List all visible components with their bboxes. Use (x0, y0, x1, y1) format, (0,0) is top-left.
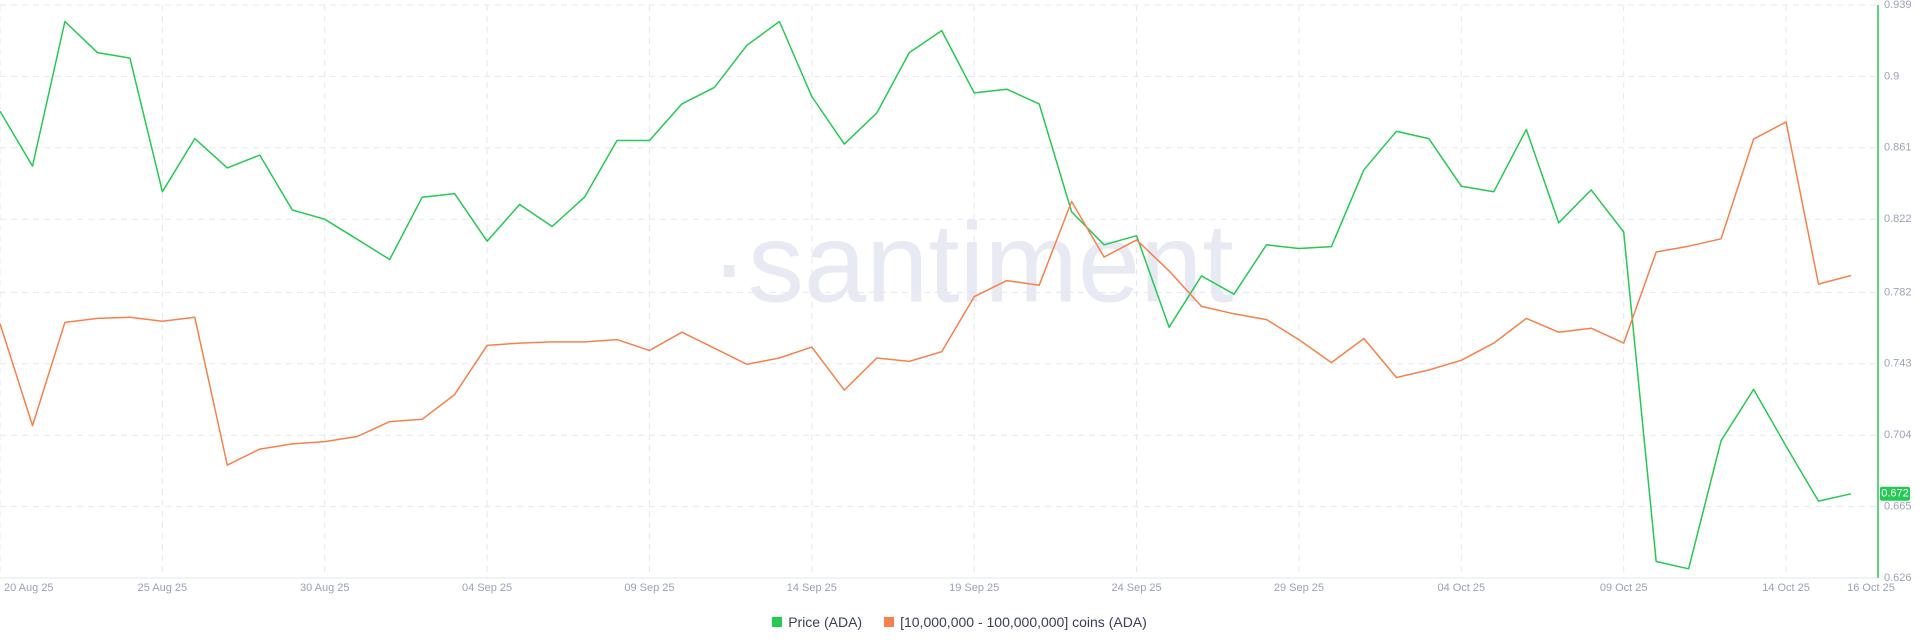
last-value-badge (1880, 486, 1910, 501)
y-tick-label: 0.9 (1884, 70, 1899, 82)
y-tick-label: 0.626 (1884, 572, 1912, 584)
x-tick-label: 25 Aug 25 (138, 582, 188, 594)
series-line (0, 20, 1852, 570)
x-tick-label: 09 Sep 25 (624, 582, 674, 594)
x-tick-label: 14 Sep 25 (787, 582, 837, 594)
x-tick-label: 16 Oct 25 (1847, 582, 1895, 594)
x-tick-label: 04 Oct 25 (1437, 582, 1485, 594)
x-tick-label: 09 Oct 25 (1600, 582, 1648, 594)
y-tick-label: 0.665 (1884, 501, 1912, 513)
legend-swatch (884, 617, 895, 627)
legend-label: [10,000,000 - 100,000,000] coins (ADA) (900, 614, 1147, 630)
x-tick-label: 24 Sep 25 (1112, 582, 1162, 594)
legend-item[interactable]: [10,000,000 - 100,000,000] coins (ADA) (884, 614, 1147, 630)
y-tick-label: 0.704 (1884, 429, 1912, 441)
y-tick-label: 0.861 (1884, 142, 1912, 154)
x-tick-label: 20 Aug 25 (4, 582, 54, 594)
legend: Price (ADA) [10,000,000 - 100,000,000] co… (0, 614, 1919, 630)
y-tick-label: 0.822 (1884, 213, 1912, 225)
chart: ·santiment 0.6260.6650.7040.7430.7820.82… (0, 0, 1912, 594)
series-line (0, 121, 1852, 466)
y-tick-label: 0.782 (1884, 286, 1912, 298)
last-value-label: 0.672 (1881, 488, 1909, 500)
legend-item[interactable]: Price (ADA) (772, 614, 862, 630)
x-tick-label: 29 Sep 25 (1274, 582, 1324, 594)
y-tick-label: 0.743 (1884, 358, 1912, 370)
x-tick-label: 04 Sep 25 (462, 582, 512, 594)
x-tick-label: 14 Oct 25 (1762, 582, 1810, 594)
legend-swatch (772, 617, 783, 627)
x-tick-label: 30 Aug 25 (300, 582, 350, 594)
x-tick-label: 19 Sep 25 (949, 582, 999, 594)
y-tick-label: 0.939 (1884, 0, 1912, 11)
legend-label: Price (ADA) (788, 614, 863, 630)
